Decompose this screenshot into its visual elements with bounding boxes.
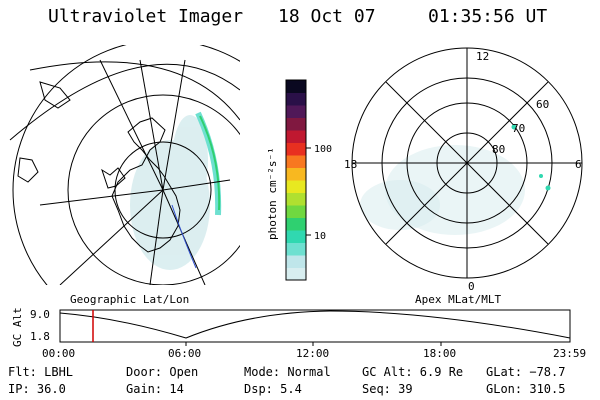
- xtick-1800: 18:00: [423, 347, 456, 360]
- mlt-label-6: 6: [575, 158, 582, 171]
- apex-polar-plot: [351, 47, 583, 279]
- ytick-1.8: 1.8: [30, 330, 50, 343]
- mlat-label-60: 60: [536, 98, 549, 111]
- xtick-1200: 12:00: [296, 347, 329, 360]
- gain-info: Gain: 14: [126, 382, 184, 396]
- colorbar-segment: [286, 92, 306, 106]
- colorbar-segment: [286, 155, 306, 168]
- mlat-label-70: 70: [512, 122, 525, 135]
- instrument-title: Ultraviolet Imager: [48, 6, 244, 27]
- colorbar-segment: [286, 205, 306, 218]
- altitude-curve: [59, 310, 571, 339]
- colorbar-tick-10: 10: [314, 231, 326, 242]
- mlt-label-0: 0: [468, 280, 475, 293]
- mlt-label-18: 18: [344, 158, 357, 171]
- aurora-spot: [545, 185, 551, 191]
- ytick-9: 9.0: [30, 308, 50, 321]
- colorbar-segment: [286, 255, 306, 268]
- geographic-label: Geographic Lat/Lon: [70, 293, 189, 306]
- door-info: Door: Open: [126, 365, 199, 379]
- colorbar-segment: [286, 167, 306, 181]
- colorbar-segment: [286, 267, 306, 281]
- colorbar-tick-100: 100: [314, 144, 332, 155]
- altitude-frame: [59, 309, 571, 343]
- satellite-track: [171, 204, 197, 269]
- ip-info: IP: 36.0: [8, 382, 66, 396]
- colorbar-segment: [286, 142, 306, 156]
- colorbar-segment: [286, 242, 306, 256]
- glon-info: GLon: 310.5: [486, 382, 566, 396]
- xtick-2359: 23:59: [553, 347, 586, 360]
- colorbar-segment: [286, 180, 306, 193]
- colorbar-segment: [286, 230, 306, 243]
- colorbar-segment: [286, 130, 306, 143]
- mlt-label-12: 12: [476, 50, 489, 63]
- colorbar-segment: [286, 217, 306, 231]
- dsp-info: Dsp: 5.4: [244, 382, 302, 396]
- gc-alt-info: GC Alt: 6.9 Re: [362, 365, 464, 379]
- aurora-spot: [511, 124, 517, 130]
- mlat-label-80: 80: [492, 143, 505, 156]
- colorbar-segment: [286, 117, 306, 131]
- mode-info: Mode: Normal: [244, 365, 331, 379]
- aurora-spot: [539, 174, 543, 178]
- colorbar-segment: [286, 192, 306, 206]
- colorbar-segment: [286, 105, 306, 118]
- altitude-ylabel: GC Alt: [11, 307, 24, 347]
- xtick-0000: 00:00: [42, 347, 75, 360]
- time-label: 01:35:56 UT: [428, 6, 548, 27]
- colorbar-segment: [286, 80, 306, 93]
- seq-info: Seq: 39: [362, 382, 413, 396]
- apex-label: Apex MLat/MLT: [415, 293, 501, 306]
- colorbar-unit-label: photon cm⁻²s⁻¹: [266, 147, 279, 240]
- flt-info: Flt: LBHL: [8, 365, 74, 379]
- xtick-0600: 06:00: [168, 347, 201, 360]
- coastline: [111, 117, 181, 253]
- date-label: 18 Oct 07: [278, 6, 376, 27]
- colorbar: [286, 80, 306, 281]
- glat-info: GLat: −78.7: [486, 365, 566, 379]
